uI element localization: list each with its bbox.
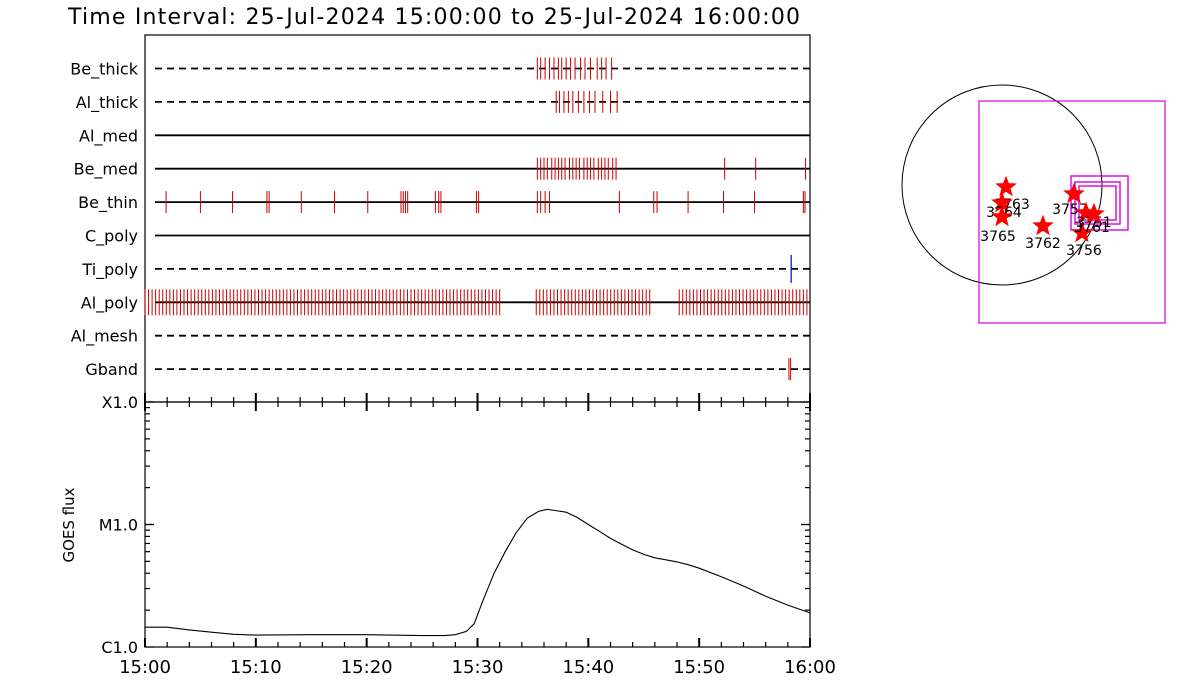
goes-flux-line [145,508,811,637]
x-tick-label: 15:50 [673,657,725,678]
region-label: 3765 [980,229,1016,245]
region-marker [995,175,1017,197]
region-label: 3762 [1025,236,1061,252]
region-label: 3761 [1074,220,1110,236]
channel-label: Ti_poly [81,260,138,280]
x-tick-label: 15:30 [452,657,504,678]
y-tick-label: C1.0 [101,638,138,657]
channel-label: Al_med [79,126,138,146]
solar-disk [901,84,1103,286]
x-tick-label: 15:10 [230,657,282,678]
region-marker [1083,202,1105,224]
channel-label: Gband [85,360,138,379]
region-marker [991,205,1013,227]
x-tick-label: 15:00 [119,657,171,678]
fov-box [1070,175,1129,231]
goes-frame [144,401,811,648]
region-label: 3756 [1066,243,1102,259]
channel-label: Al_thick [76,93,139,113]
figure-title: Time Interval: 25-Jul-2024 15:00:00 to 2… [67,5,801,30]
channel-label: Be_thin [78,193,138,213]
fov-box [1074,181,1121,225]
region-marker [1071,221,1093,243]
y-tick-label: X1.0 [102,393,138,412]
channel-label: Al_mesh [71,327,138,347]
region-label: 3751 [1076,215,1112,231]
region-marker [1032,214,1054,236]
solar-disk-map: 37573762375637633764376537513761 [901,84,1166,324]
region-label: 3757 [1052,202,1088,218]
channel-label: Al_poly [81,293,138,313]
channel-label: C_poly [85,227,138,247]
fov-box [978,100,1166,324]
y-axis-label: GOES flux [60,487,78,562]
region-marker [1063,182,1085,204]
channel-label: Be_med [74,160,138,180]
x-tick-label: 16:00 [784,657,836,678]
goes-flux-panel: 15:00 15:10 15:20 15:30 15:40 15:50 16:00 X1.0 M… [60,393,836,678]
x-tick-label: 15:40 [562,657,614,678]
timeline-frame [144,34,811,403]
channel-label: Be_thick [70,60,138,80]
timeline-panel: Be_thick Al_thick Al_med Be_med Be_thin C_pol… [70,34,811,403]
x-tick-label: 15:20 [341,657,393,678]
y-tick-label: M1.0 [99,516,138,535]
